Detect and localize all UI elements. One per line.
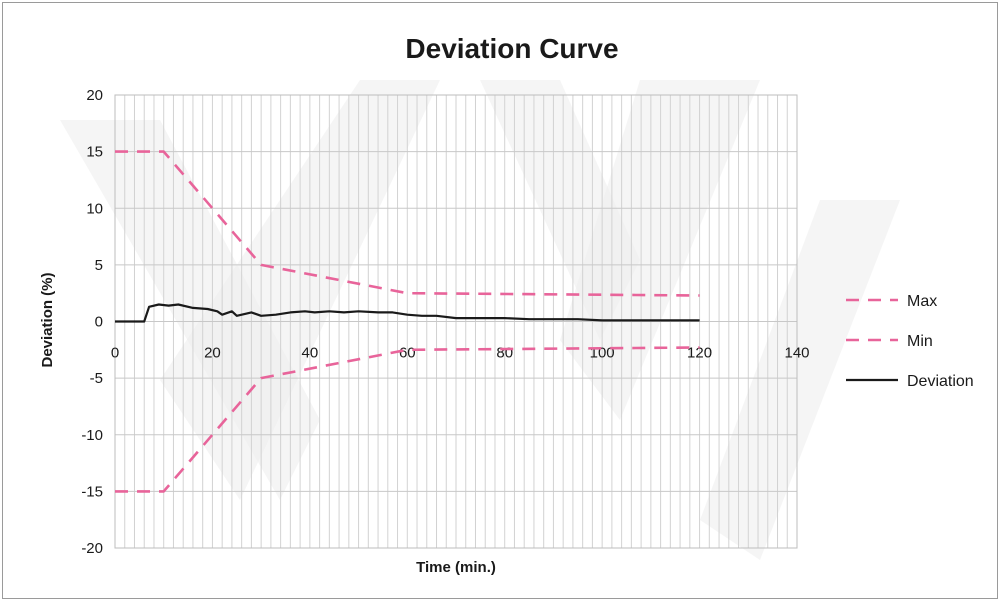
grid (114, 94, 798, 549)
x-tick-label: 140 (784, 345, 809, 362)
series-line-max (115, 150, 700, 297)
y-tick-label: -15 (81, 483, 103, 500)
series-layer (115, 150, 700, 493)
y-tick-label: 10 (86, 200, 103, 217)
series-line-min (115, 346, 700, 493)
y-tick-label: -10 (81, 427, 103, 444)
y-tick-label: -5 (90, 370, 103, 387)
y-tick-label: -20 (81, 540, 103, 557)
x-tick-label: 40 (302, 345, 319, 362)
x-axis-ticks: 0 20 40 60 80 100 120 140 (111, 345, 810, 362)
y-tick-label: 0 (95, 314, 103, 331)
y-axis-ticks: 20 15 10 5 0 -5 -10 -15 -20 (81, 87, 103, 557)
y-axis-label: Deviation (%) (39, 272, 56, 367)
chart-title: Deviation Curve (405, 33, 618, 64)
x-tick-label: 120 (687, 345, 712, 362)
y-tick-label: 20 (86, 87, 103, 104)
legend-label-min: Min (907, 333, 933, 350)
legend: Max Min Deviation (846, 293, 974, 390)
y-tick-label: 15 (86, 144, 103, 161)
series-line-deviation (115, 303, 700, 323)
legend-label-deviation: Deviation (907, 373, 974, 390)
x-tick-label: 80 (496, 345, 513, 362)
y-tick-label: 5 (95, 257, 103, 274)
x-tick-label: 20 (204, 345, 221, 362)
x-tick-label: 60 (399, 345, 416, 362)
x-tick-label: 0 (111, 345, 119, 362)
legend-label-max: Max (907, 293, 937, 310)
x-axis-label: Time (min.) (416, 559, 496, 576)
